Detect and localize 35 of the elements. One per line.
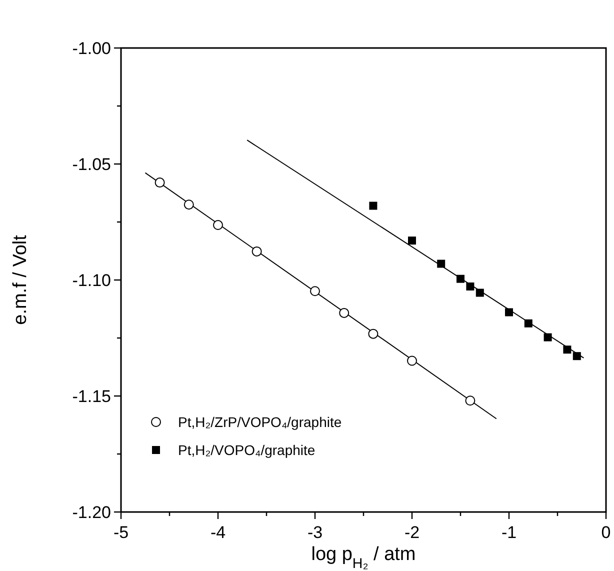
point	[456, 274, 464, 283]
point	[213, 220, 223, 230]
point	[407, 356, 417, 366]
x-tick-label: -1	[501, 523, 517, 542]
point	[368, 328, 378, 339]
y-tick-label: -1.00	[72, 39, 111, 58]
y-axis-title: e.m.f / Volt	[10, 234, 31, 325]
point	[524, 319, 532, 328]
point	[408, 236, 416, 245]
point	[505, 308, 513, 316]
x-axis-title: log p$_{H₂}$ / atm	[311, 544, 416, 571]
point	[369, 202, 378, 210]
x-tick-label: -4	[210, 523, 226, 542]
y-tick-label: -1.20	[72, 503, 111, 522]
point	[465, 396, 476, 406]
x-tick-label: 0	[601, 523, 611, 542]
point	[563, 346, 572, 354]
y-tick-label: -1.15	[72, 387, 111, 406]
y-tick-label: -1.05	[72, 155, 111, 174]
point	[184, 200, 194, 210]
point	[572, 352, 581, 360]
legend-label: Pt,H₂/VOPO₄/graphite	[178, 442, 316, 458]
point	[437, 260, 446, 268]
point	[252, 246, 262, 256]
x-tick-label: -5	[113, 523, 129, 542]
legend-label: Pt,H₂/ZrP/VOPO₄/graphite	[178, 414, 342, 430]
x-tick-label: -3	[307, 523, 323, 542]
point	[544, 333, 552, 342]
y-tick-label: -1.10	[72, 271, 111, 290]
point	[476, 288, 484, 297]
x-tick-label: -2	[404, 523, 420, 542]
point	[154, 178, 165, 188]
point	[339, 308, 350, 318]
point	[310, 286, 320, 296]
point	[466, 282, 474, 290]
